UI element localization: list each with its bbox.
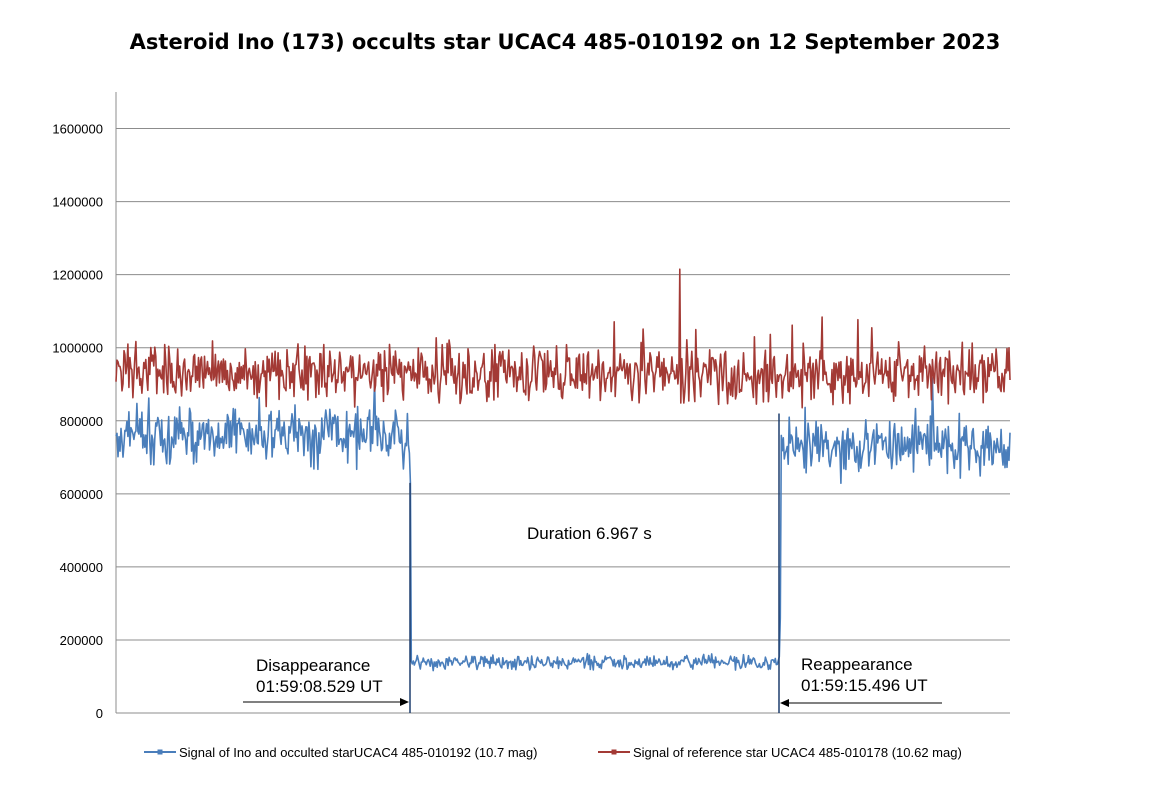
grid-lines	[116, 128, 1010, 641]
reappearance-arrowhead	[780, 699, 789, 707]
legend-marker-occulted	[157, 749, 163, 755]
series-line-occulted	[115, 377, 1011, 672]
annotations: Duration 6.967 s Disappearance 01:59:08.…	[243, 524, 942, 707]
y-tick-label: 1600000	[52, 122, 103, 137]
y-tick-label: 1000000	[52, 341, 103, 356]
legend-label-reference: Signal of reference star UCAC4 485-01017…	[633, 745, 962, 760]
y-tick-label: 600000	[60, 487, 103, 502]
series-lines	[115, 268, 1011, 713]
reappearance-time: 01:59:15.496 UT	[801, 676, 928, 695]
series-line-reference	[115, 268, 1011, 409]
y-tick-label: 400000	[60, 560, 103, 575]
y-tick-label: 1400000	[52, 195, 103, 210]
legend: Signal of Ino and occulted starUCAC4 485…	[144, 745, 962, 760]
legend-label-occulted: Signal of Ino and occulted starUCAC4 485…	[179, 745, 537, 760]
y-tick-labels: 0 200000 400000 600000 800000 1000000 1200000 1…	[52, 122, 103, 721]
reappearance-label: Reappearance	[801, 655, 913, 674]
disappearance-label: Disappearance	[256, 656, 370, 675]
disappearance-time: 01:59:08.529 UT	[256, 677, 383, 696]
disappearance-arrowhead	[400, 698, 409, 706]
y-tick-label: 800000	[60, 414, 103, 429]
chart-title: Asteroid Ino (173) occults star UCAC4 48…	[129, 30, 1001, 54]
axes	[115, 92, 1010, 714]
y-tick-label: 200000	[60, 633, 103, 648]
legend-marker-reference	[611, 749, 617, 755]
duration-label: Duration 6.967 s	[527, 524, 652, 543]
y-tick-label: 0	[96, 706, 103, 721]
y-tick-label: 1200000	[52, 268, 103, 283]
